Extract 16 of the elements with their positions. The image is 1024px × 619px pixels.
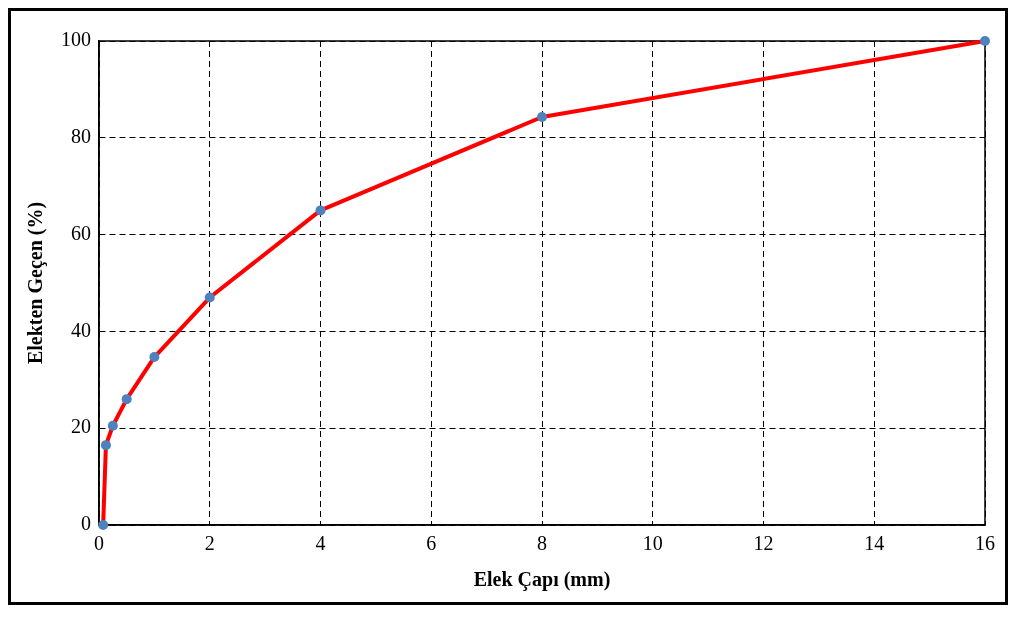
y-tick-label: 0 bbox=[81, 512, 91, 535]
y-tick-label: 80 bbox=[71, 125, 91, 148]
x-tick-label: 12 bbox=[753, 532, 774, 555]
y-tick-label: 40 bbox=[71, 318, 91, 341]
y-tick-label: 100 bbox=[61, 28, 91, 51]
y-tick-label: 60 bbox=[71, 221, 91, 244]
x-tick-label: 10 bbox=[642, 532, 663, 555]
x-tick-label: 8 bbox=[537, 532, 547, 555]
x-tick-label: 2 bbox=[204, 532, 215, 555]
x-tick-label: 14 bbox=[864, 532, 885, 555]
x-tick-label: 4 bbox=[315, 532, 326, 555]
y-tick-label: 20 bbox=[71, 415, 91, 438]
y-axis-title: Elekten Geçen (%) bbox=[24, 201, 48, 365]
x-axis-title: Elek Çapı (mm) bbox=[473, 568, 611, 592]
x-tick-label: 16 bbox=[975, 532, 995, 555]
x-tick-label: 6 bbox=[426, 532, 437, 555]
